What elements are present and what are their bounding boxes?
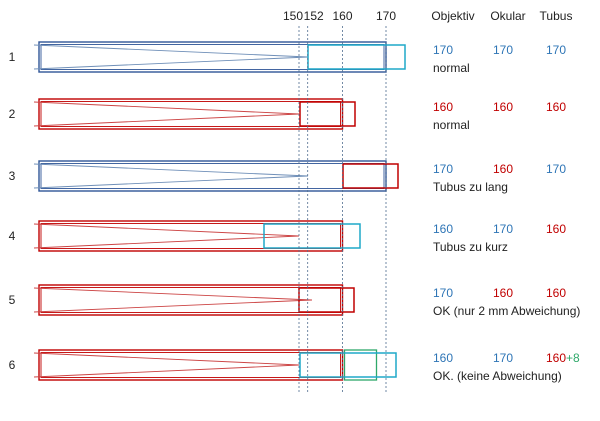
- light-ray-upper: [33, 163, 309, 177]
- tube-inner-frame: [40, 101, 341, 127]
- value-okular: 170: [493, 351, 513, 365]
- tube-frame: [38, 160, 387, 192]
- row-5: 5 170 160 160 OK (nur 2 mm Abweichung): [9, 284, 580, 318]
- eyepiece-box: [342, 163, 399, 189]
- value-tubus: 160: [546, 351, 566, 365]
- row-1: 1 170 170 170 normal: [9, 41, 566, 75]
- tube-inner-frame: [40, 352, 341, 378]
- light-ray-upper: [33, 287, 313, 301]
- light-ray-upper: [33, 101, 300, 115]
- scale-tick-170: 170: [376, 9, 396, 23]
- value-tubus: 170: [546, 43, 566, 57]
- light-ray-lower: [33, 235, 300, 249]
- eyepiece-box: [299, 101, 356, 127]
- row-number: 1: [9, 50, 16, 64]
- row-3: 3 170 160 170 Tubus zu lang: [9, 160, 566, 194]
- tube-inner-frame: [40, 44, 385, 70]
- configuration-rows: 1 170 170 170 normal 2 160 160 160 normal 3 170 160 1…: [9, 41, 580, 383]
- row-number: 3: [9, 169, 16, 183]
- row-note: Tubus zu lang: [433, 180, 508, 194]
- light-ray-lower: [33, 299, 313, 313]
- row-number: 5: [9, 293, 16, 307]
- row-2: 2 160 160 160 normal: [9, 98, 566, 132]
- value-objektiv: 170: [433, 43, 453, 57]
- row-number: 2: [9, 107, 16, 121]
- value-objektiv: 160: [433, 351, 453, 365]
- light-ray-lower: [33, 113, 300, 127]
- value-okular: 170: [493, 222, 513, 236]
- row-note: Tubus zu kurz: [433, 240, 508, 254]
- tube-frame: [38, 284, 344, 316]
- value-tubus: 160: [546, 286, 566, 300]
- row-4: 4 160 170 160 Tubus zu kurz: [9, 220, 566, 254]
- row-6: 6 160 170 160 +8OK. (keine Abweichung): [9, 349, 580, 383]
- value-okular: 160: [493, 162, 513, 176]
- row-note: OK (nur 2 mm Abweichung): [433, 304, 580, 318]
- value-tubus: 160: [546, 222, 566, 236]
- value-objektiv: 170: [433, 286, 453, 300]
- column-header-tubus: Tubus: [540, 9, 573, 23]
- value-objektiv: 160: [433, 222, 453, 236]
- light-ray-lower: [33, 56, 309, 70]
- row-note: normal: [433, 61, 470, 75]
- row-note: OK. (keine Abweichung): [433, 369, 562, 383]
- column-header-okular: Okular: [490, 9, 525, 23]
- light-ray-upper: [33, 352, 300, 366]
- value-okular: 160: [493, 100, 513, 114]
- value-tubus: 170: [546, 162, 566, 176]
- scale-tick-152: 152: [304, 9, 324, 23]
- value-tubus: 160: [546, 100, 566, 114]
- value-okular: 170: [493, 43, 513, 57]
- light-ray-lower: [33, 364, 300, 378]
- row-note: normal: [433, 118, 470, 132]
- tube-frame: [38, 349, 344, 381]
- tube-frame: [38, 41, 387, 73]
- eyepiece-box: [299, 352, 397, 378]
- scale-tick-150: 150: [283, 9, 303, 23]
- row-number: 4: [9, 229, 16, 243]
- value-objektiv: 160: [433, 100, 453, 114]
- light-ray-upper: [33, 223, 300, 237]
- column-header-objektiv: Objektiv: [431, 9, 474, 23]
- scale-tick-labels: 150 152 160 170: [283, 9, 396, 23]
- eyepiece-box: [307, 44, 406, 70]
- value-okular: 160: [493, 286, 513, 300]
- value-tubus-extra: +8: [566, 351, 580, 365]
- tube-inner-frame: [40, 223, 341, 249]
- scale-tick-160: 160: [332, 9, 352, 23]
- light-ray-upper: [33, 44, 309, 58]
- reference-lines: [298, 26, 387, 393]
- light-ray-lower: [33, 175, 309, 189]
- value-objektiv: 170: [433, 162, 453, 176]
- row-number: 6: [9, 358, 16, 372]
- tube-inner-frame: [40, 163, 385, 189]
- eyepiece-box: [263, 223, 361, 249]
- tube-inner-frame: [40, 287, 341, 313]
- tube-extension-frame: [343, 349, 378, 381]
